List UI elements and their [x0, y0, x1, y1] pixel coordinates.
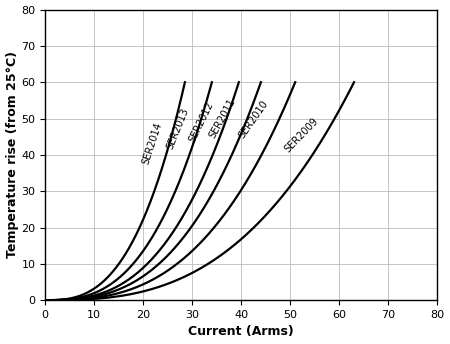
Text: SER2009: SER2009 [283, 116, 320, 155]
Y-axis label: Temperature rise (from 25°C): Temperature rise (from 25°C) [5, 51, 18, 258]
Text: SER2011: SER2011 [207, 97, 237, 140]
Text: SER2012: SER2012 [187, 100, 216, 144]
X-axis label: Current (Arms): Current (Arms) [189, 325, 294, 338]
Text: SER2013: SER2013 [165, 107, 191, 151]
Text: SER2010: SER2010 [236, 99, 270, 140]
Text: SER2014: SER2014 [141, 121, 164, 166]
